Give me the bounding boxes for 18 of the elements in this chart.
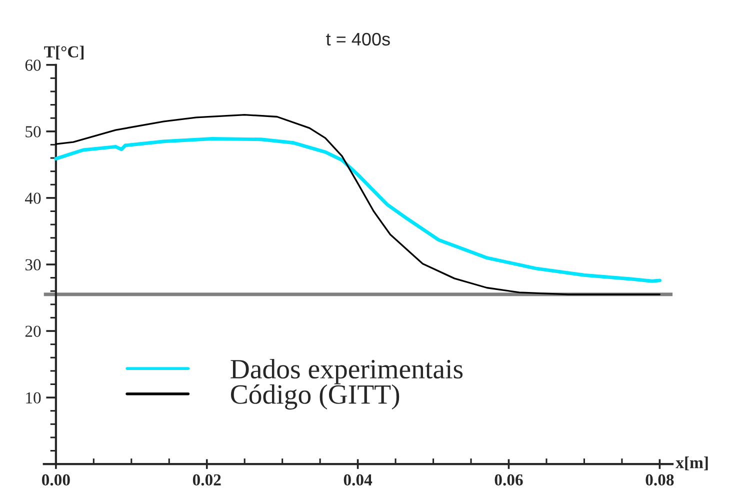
- legend-label: Dados experimentais: [230, 359, 463, 384]
- line-series: [55, 114, 661, 296]
- line-series: [54, 136, 662, 283]
- x-tick-label: 0.08: [646, 474, 674, 486]
- x-tick-label: 0.02: [192, 474, 221, 486]
- legend-label: Código (GITT): [230, 384, 400, 410]
- y-tick-label: 40: [25, 192, 41, 204]
- x-tick-label: 0.04: [344, 474, 372, 486]
- y-axis-title: T[°C]: [44, 46, 84, 60]
- x-axis-title: x[m]: [676, 456, 708, 470]
- chart-title: t = 400s: [326, 32, 390, 46]
- y-tick-label: 30: [25, 259, 41, 270]
- y-tick-label: 10: [26, 392, 41, 404]
- y-tick-label: 60: [25, 60, 41, 71]
- x-tick-label: 0.06: [494, 474, 523, 486]
- y-tick-label: 50: [26, 126, 41, 138]
- y-tick-label: 20: [25, 326, 41, 337]
- x-tick-label: 0.00: [42, 474, 70, 486]
